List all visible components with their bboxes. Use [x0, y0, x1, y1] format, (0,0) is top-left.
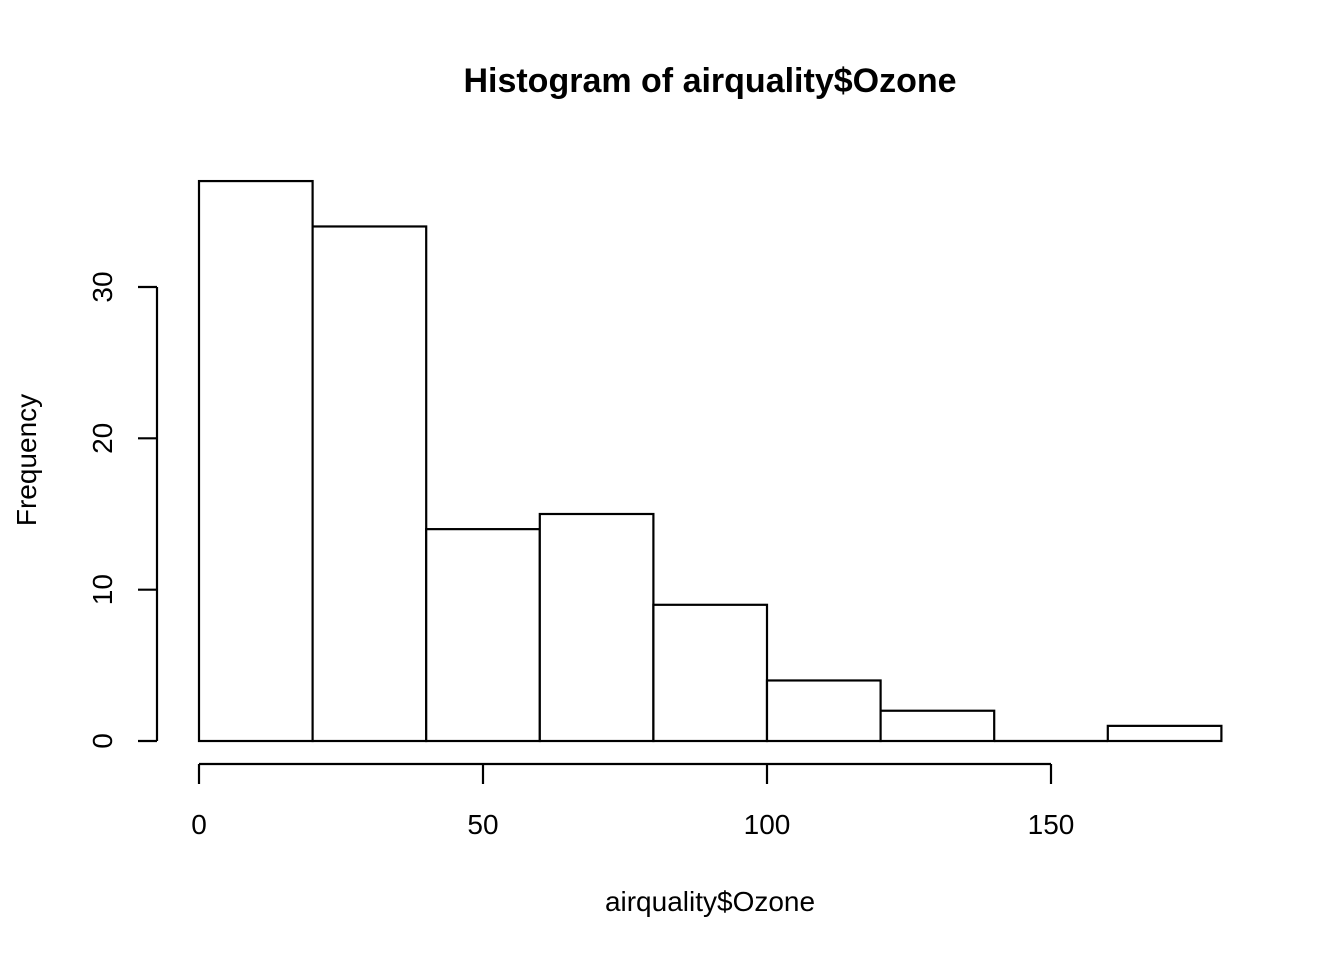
histogram-bar-2: [425, 528, 541, 743]
y-tick-label-0: 0: [87, 733, 118, 749]
histogram-bar-5: [765, 679, 882, 743]
x-axis-label: airquality$Ozone: [605, 886, 815, 917]
y-axis: 0 10 20 30: [87, 271, 159, 749]
y-tick-label-3: 30: [87, 271, 118, 302]
x-tick-label-0: 0: [191, 809, 207, 840]
histogram-bars: [197, 179, 1223, 743]
histogram-bar-0: [197, 179, 314, 743]
histogram-bar-8: [1106, 724, 1223, 743]
y-tick-label-2: 20: [87, 423, 118, 454]
x-tick-label-2: 100: [744, 809, 791, 840]
histogram-bar-6: [879, 709, 996, 743]
x-tick-label-3: 150: [1028, 809, 1075, 840]
y-tick-label-1: 10: [87, 574, 118, 605]
histogram-bar-4: [652, 603, 769, 743]
x-tick-label-1: 50: [467, 809, 498, 840]
chart-title: Histogram of airquality$Ozone: [463, 62, 956, 100]
x-axis: 0 50 100 150: [191, 762, 1075, 840]
histogram-bar-1: [311, 225, 428, 743]
y-axis-label: Frequency: [11, 394, 42, 526]
histogram-bar-3: [538, 512, 655, 743]
